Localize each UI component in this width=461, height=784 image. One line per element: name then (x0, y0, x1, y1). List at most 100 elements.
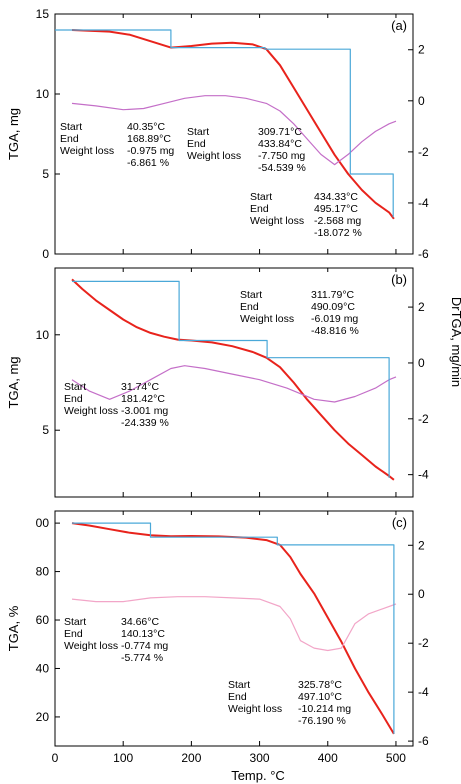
annotation-label: Start (228, 679, 250, 691)
y2-tick-label: 0 (418, 356, 425, 370)
annotation-value: -0.975 mg (127, 145, 174, 157)
y-tick-label: 60 (36, 613, 50, 627)
annotation-label: Start (250, 191, 272, 203)
annotation-label: End (228, 691, 247, 703)
y-tick-label: 20 (36, 710, 50, 724)
annotation-label: Weight loss (228, 703, 282, 715)
annotation-label: Start (60, 121, 82, 133)
annotation-value: 31.74°C (121, 381, 159, 393)
annotation-value: -0.774 mg (121, 640, 168, 652)
series-step (55, 29, 394, 218)
right-axis-label: DrTGA, mg/min (449, 297, 461, 387)
annotation-value: -2.568 mg (314, 215, 361, 227)
annotation-label: Weight loss (64, 405, 118, 417)
x-tick-label: 500 (386, 751, 406, 765)
annotation-value: -3.001 mg (121, 405, 168, 417)
annotation-value: 40.35°C (127, 121, 165, 133)
y2-tick-label: -4 (418, 468, 429, 482)
annotation-value: 433.84°C (258, 138, 302, 150)
y2-tick-label: -2 (418, 145, 429, 159)
plot-frame (54, 267, 414, 498)
series-dtg (71, 365, 397, 403)
plot-frame (54, 13, 414, 255)
annotation-label: Weight loss (64, 640, 118, 652)
series-tga (71, 522, 395, 735)
annotation-label: Weight loss (250, 215, 304, 227)
panel-tag: (a) (391, 18, 407, 33)
annotation-value: -18.072 % (314, 227, 362, 239)
annotation-value: 495.17°C (314, 203, 358, 215)
x-tick-label: 0 (52, 751, 59, 765)
panel-tag: (c) (392, 515, 407, 530)
series-dtg (71, 95, 397, 166)
y-tick-label: 80 (36, 565, 50, 579)
y-tick-label: 5 (42, 423, 49, 437)
annotation-value: 309.71°C (258, 126, 302, 138)
annotation-label: Weight loss (240, 313, 294, 325)
annotation-label: Start (64, 616, 86, 628)
annotation-value: -6.861 % (127, 157, 169, 169)
annotation-label: Start (64, 381, 86, 393)
annotation-value: -54.539 % (258, 162, 306, 174)
annotation-value: -24.339 % (121, 417, 169, 429)
plot-frame (54, 510, 414, 747)
y-axis-label: TGA, mg (6, 356, 21, 408)
annotation-label: End (240, 301, 259, 313)
y2-tick-label: -4 (418, 196, 429, 210)
annotation-label: End (64, 628, 83, 640)
annotation-value: -10.214 mg (298, 703, 351, 715)
y2-tick-label: 0 (418, 94, 425, 108)
annotation-value: -7.750 mg (258, 150, 305, 162)
x-tick-label: 400 (318, 751, 338, 765)
series-step (72, 522, 395, 734)
annotation-value: 34.66°C (121, 616, 159, 628)
x-axis-label: Temp. °C (231, 768, 285, 783)
y2-tick-label: 2 (418, 538, 425, 552)
annotation-value: -5.774 % (121, 652, 163, 664)
annotation-label: End (64, 393, 83, 405)
series-tga (71, 278, 395, 481)
x-tick-label: 300 (250, 751, 270, 765)
y-tick-label: 10 (36, 87, 50, 101)
annotation-label: End (187, 138, 206, 150)
annotation-value: 497.10°C (298, 691, 342, 703)
y2-tick-label: 0 (418, 587, 425, 601)
y-tick-label: 10 (36, 328, 50, 342)
annotation-value: -6.019 mg (311, 313, 358, 325)
y2-tick-label: -4 (418, 685, 429, 699)
annotation-value: 490.09°C (311, 301, 355, 313)
annotation-value: -76.190 % (298, 715, 346, 727)
annotation-label: End (60, 133, 79, 145)
annotation-value: 434.33°C (314, 191, 358, 203)
annotation-label: End (250, 203, 269, 215)
y2-tick-label: 2 (418, 43, 425, 57)
y-axis-label: TGA, mg (6, 108, 21, 160)
annotation-label: Start (187, 126, 209, 138)
y-axis-label: TGA, % (6, 605, 21, 651)
y2-tick-label: 2 (418, 300, 425, 314)
panel-tag: (b) (391, 272, 407, 287)
y-tick-label: 15 (36, 7, 50, 21)
x-tick-label: 100 (113, 751, 133, 765)
annotation-label: Weight loss (187, 150, 241, 162)
annotation-value: 181.42°C (121, 393, 165, 405)
annotation-label: Start (240, 289, 262, 301)
y-tick-label: 0 (42, 247, 49, 261)
annotation-value: 140.13°C (121, 628, 165, 640)
x-tick-label: 200 (181, 751, 201, 765)
series-dtg (71, 596, 397, 652)
annotation-label: Weight loss (60, 145, 114, 157)
y2-tick-label: -2 (418, 636, 429, 650)
y2-tick-label: -6 (418, 734, 429, 748)
annotation-value: -48.816 % (311, 325, 359, 337)
series-step (72, 280, 390, 478)
y2-tick-label: -6 (418, 247, 429, 261)
y2-tick-label: -2 (418, 412, 429, 426)
annotation-value: 325.78°C (298, 679, 342, 691)
y-tick-label: 5 (42, 167, 49, 181)
y-tick-label: 00 (36, 516, 50, 530)
annotation-value: 168.89°C (127, 133, 171, 145)
annotation-value: 311.79°C (311, 289, 355, 301)
y-tick-label: 40 (36, 661, 50, 675)
